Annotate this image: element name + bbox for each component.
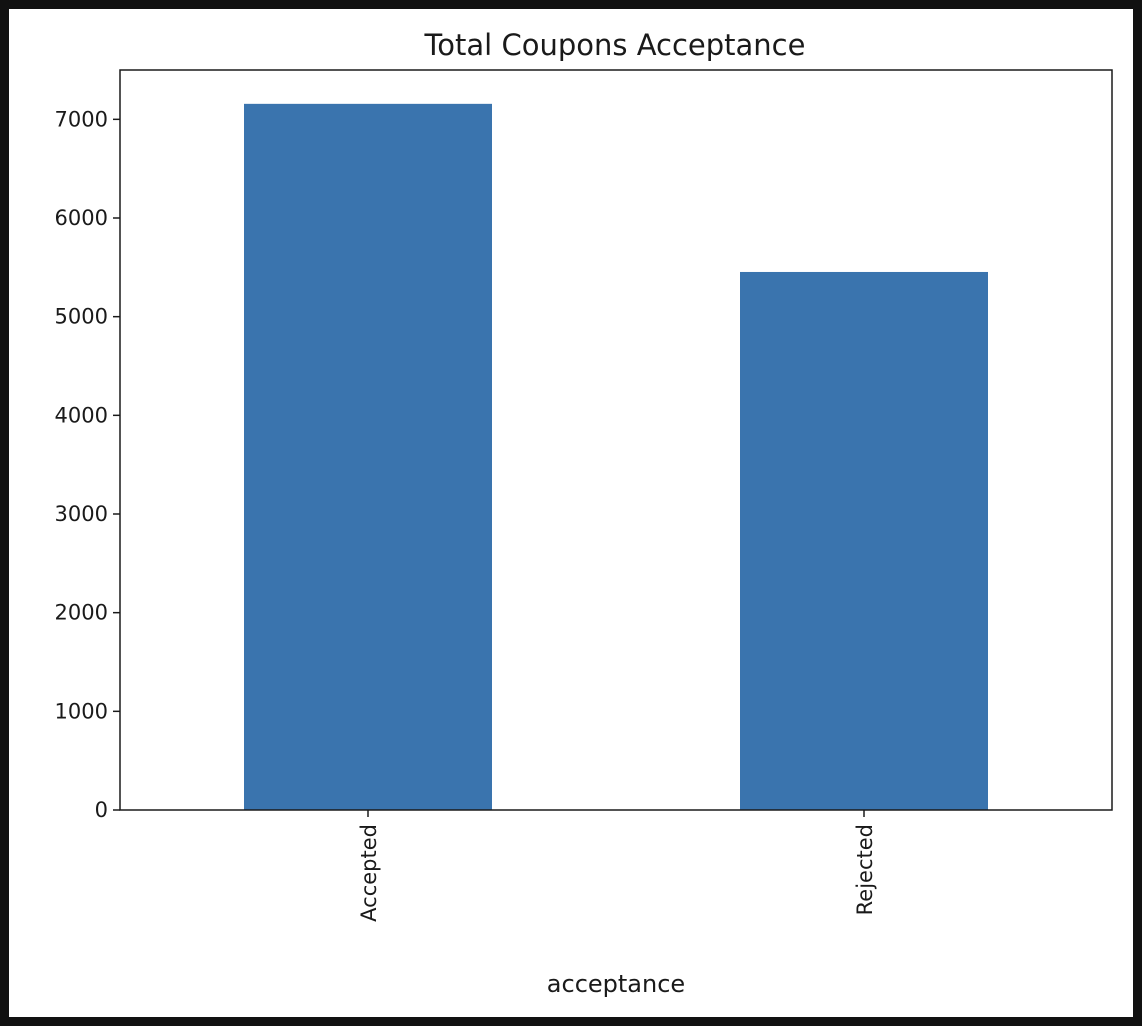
y-axis: 0 1000 2000 3000 4000 5000 6000 7000 [55, 107, 120, 822]
y-tick-label: 2000 [55, 601, 108, 625]
plot-area-frame [119, 69, 1113, 811]
y-tick-label: 1000 [55, 699, 108, 723]
bar-accepted [244, 103, 492, 811]
x-tick-label: Rejected [853, 824, 877, 915]
x-axis-label: acceptance [547, 970, 685, 998]
y-tick-label: 0 [95, 798, 108, 822]
y-tick-label: 3000 [55, 502, 108, 526]
chart-title: Total Coupons Acceptance [424, 28, 806, 62]
x-tick-label: Accepted [357, 824, 381, 922]
y-tick-label: 6000 [55, 206, 108, 230]
bar-rejected [740, 271, 988, 810]
y-tick-label: 7000 [55, 107, 108, 131]
x-axis: Accepted Rejected [357, 810, 877, 922]
y-tick-label: 4000 [55, 403, 108, 427]
y-tick-label: 5000 [55, 305, 108, 329]
bars-group [244, 103, 988, 811]
